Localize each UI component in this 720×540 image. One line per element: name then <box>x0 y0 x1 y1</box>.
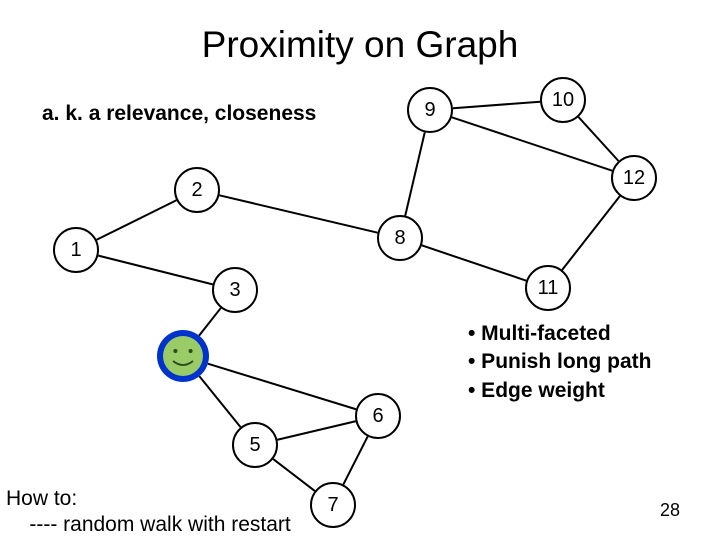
bullet-list: • Multi-faceted • Punish long path • Edg… <box>468 320 652 405</box>
graph-node: 7 <box>310 482 356 528</box>
graph-node: 2 <box>174 167 220 213</box>
smiley-node <box>157 330 209 382</box>
bullet-item: • Punish long path <box>468 348 652 376</box>
slide-title: Proximity on Graph <box>0 24 720 66</box>
graph-node: 3 <box>212 267 258 313</box>
howto-line: ---- random walk with restart <box>6 512 291 538</box>
smiley-face-icon <box>163 336 203 376</box>
graph-node: 11 <box>525 265 571 311</box>
graph-node: 12 <box>611 155 657 201</box>
graph-node: 5 <box>232 422 278 468</box>
graph-edges <box>0 0 720 540</box>
bullet-item: • Multi-faceted <box>468 320 652 348</box>
page-number: 28 <box>660 500 680 521</box>
graph-node: 9 <box>407 87 453 133</box>
graph-node: 10 <box>540 77 586 123</box>
slide-stage: Proximity on Graph a. k. a relevance, cl… <box>0 0 720 540</box>
graph-node: 8 <box>377 215 423 261</box>
graph-node: 6 <box>355 393 401 439</box>
bullet-item: • Edge weight <box>468 377 652 405</box>
slide-subtitle: a. k. a relevance, closeness <box>42 102 316 126</box>
howto-line: How to: <box>6 486 291 512</box>
howto-text: How to: ---- random walk with restart <box>6 486 291 539</box>
graph-node: 1 <box>53 227 99 273</box>
